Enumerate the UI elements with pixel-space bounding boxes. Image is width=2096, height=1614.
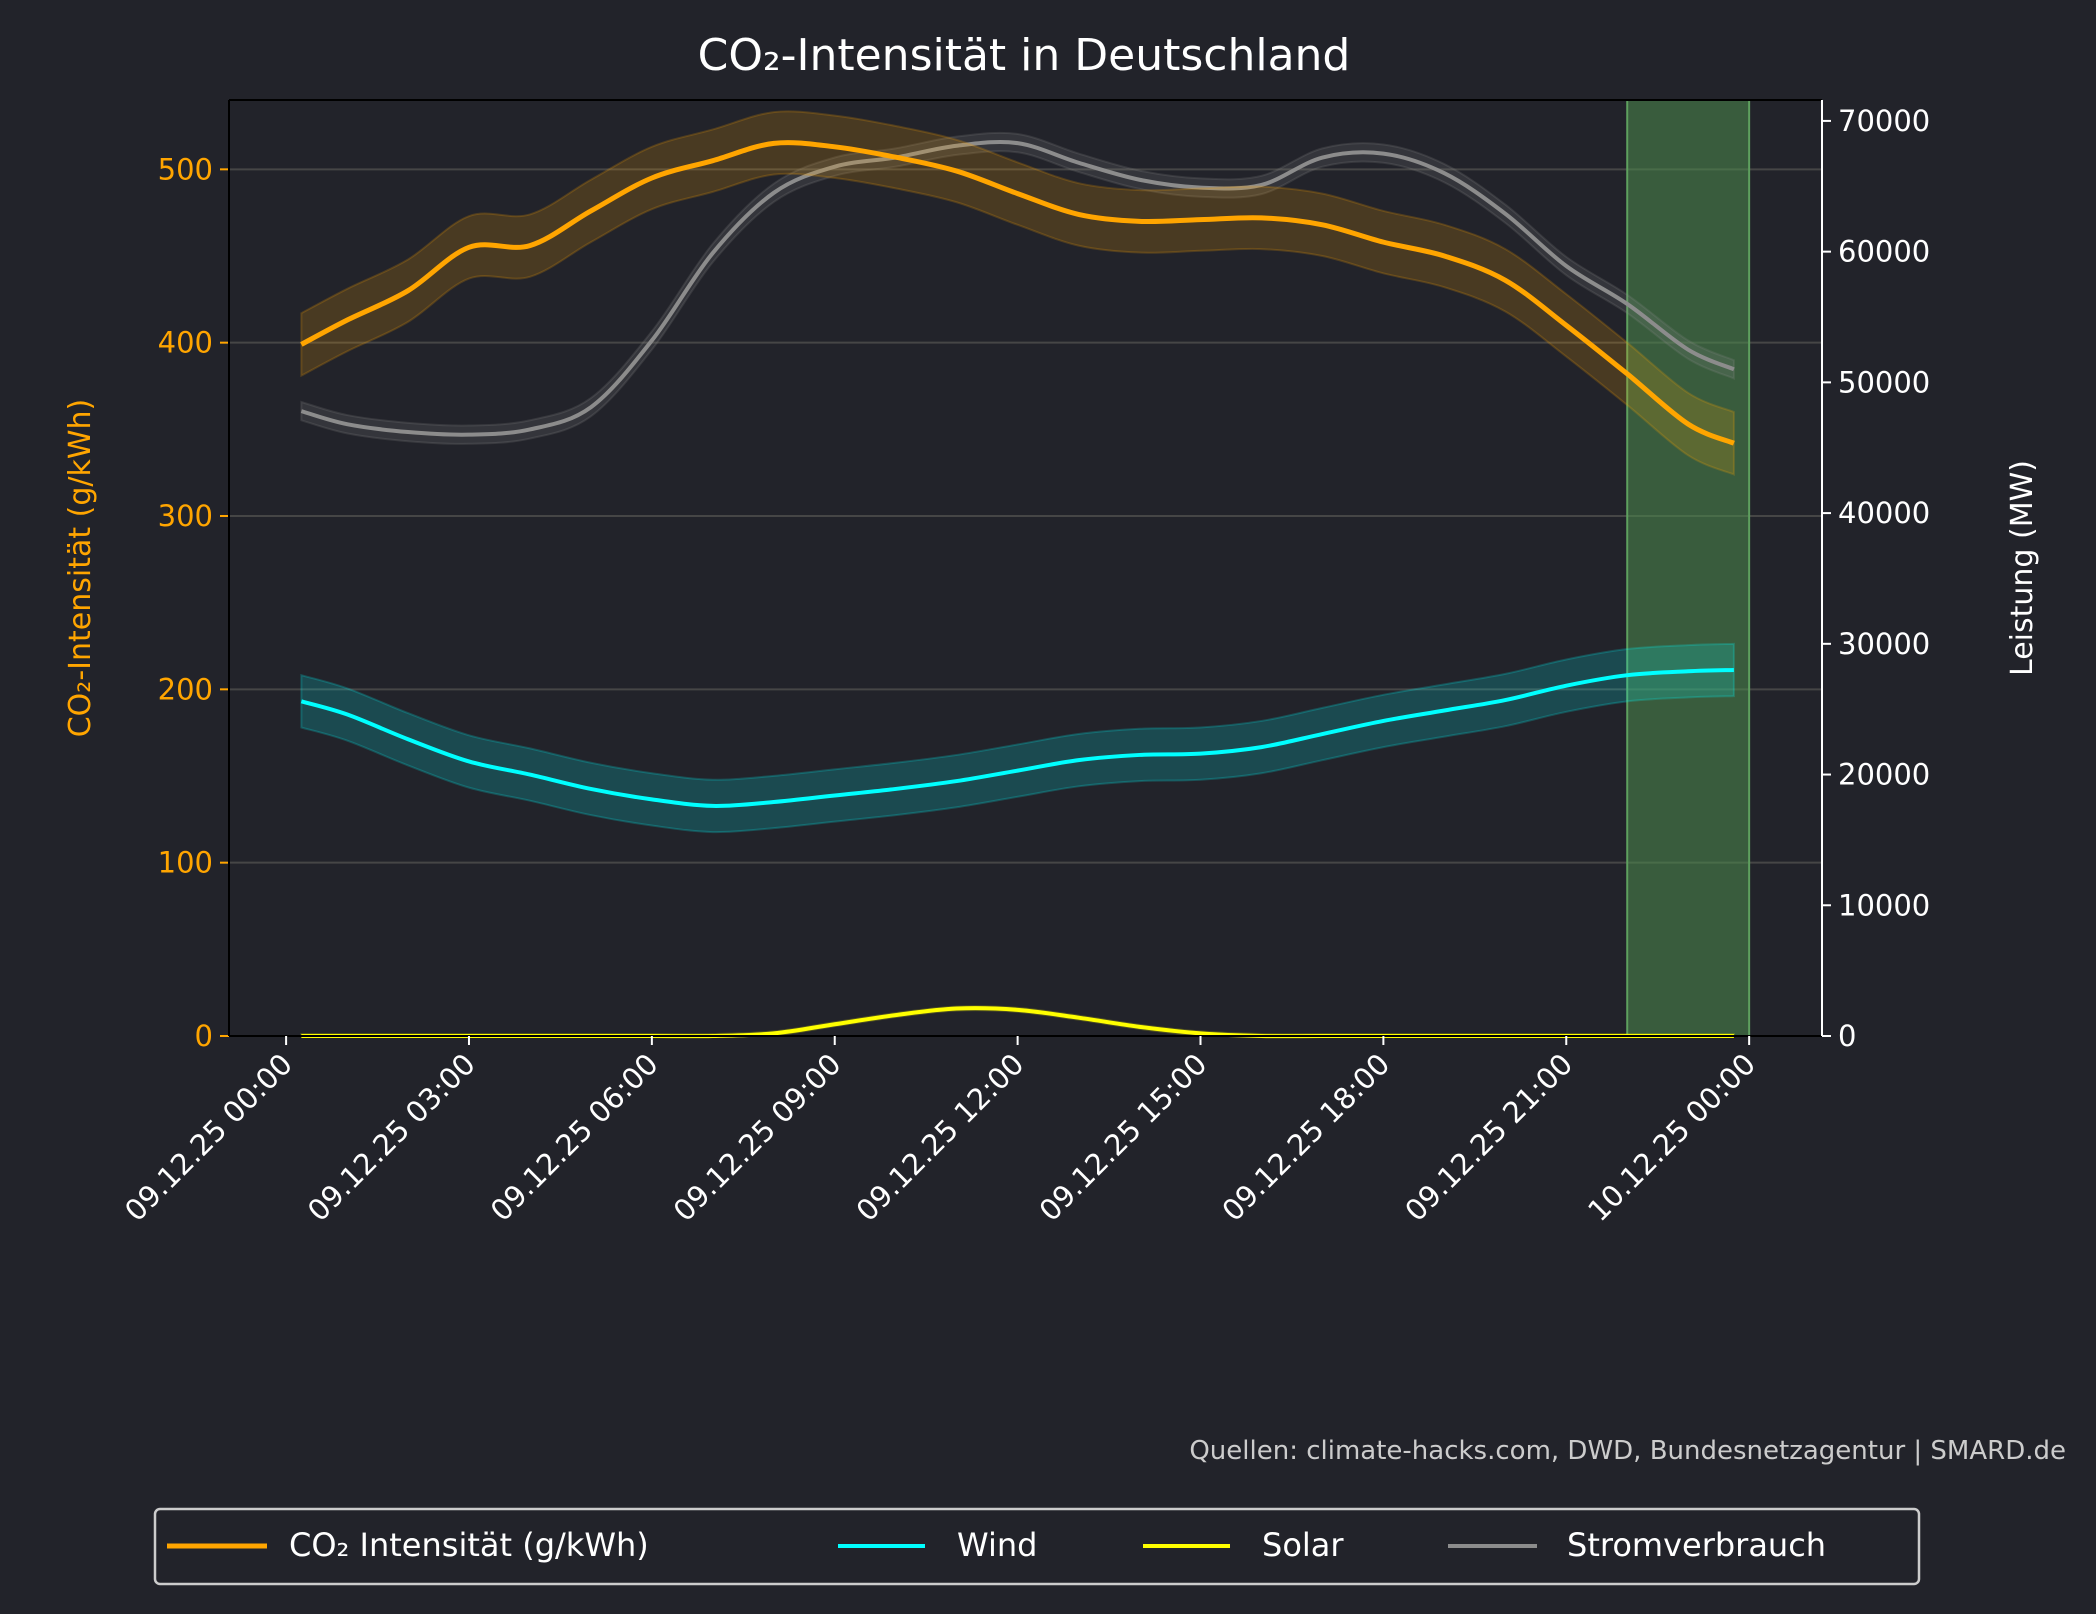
y-left-tick-label: 0	[195, 1019, 213, 1053]
line-wind	[300, 667, 1734, 808]
legend-label-solar: Solar	[1262, 1526, 1344, 1564]
band-load	[300, 131, 1735, 445]
chart-title: CO₂-Intensität in Deutschland	[698, 30, 1351, 81]
legend-label-co2: CO₂ Intensität (g/kWh)	[289, 1526, 649, 1564]
highlight-span	[1626, 99, 1751, 1037]
legend-label-wind: Wind	[957, 1526, 1037, 1564]
y-right-tick-label: 20000	[1838, 758, 1930, 792]
y-left-tick-label: 500	[158, 152, 213, 186]
y-right-tick-label: 10000	[1838, 888, 1930, 922]
legend-label-load: Stromverbrauch	[1567, 1526, 1826, 1564]
y-right-tick-label: 70000	[1838, 104, 1930, 138]
y-right-tick-label: 0	[1838, 1019, 1856, 1053]
y-axis-right-label: Leistung (MW)	[2005, 460, 2040, 676]
y-right-tick-label: 40000	[1838, 496, 1930, 530]
legend-frame	[153, 1507, 1921, 1586]
y-right-tick-label: 60000	[1838, 235, 1930, 269]
y-left-tick-label: 300	[158, 499, 213, 533]
y-left-tick-label: 400	[158, 326, 213, 360]
line-co2	[300, 140, 1735, 446]
line-load	[300, 140, 1735, 437]
y-left-tick-label: 100	[158, 846, 213, 880]
legend: CO₂ Intensität (g/kWh) Wind Solar Stromverb…	[153, 1507, 1921, 1586]
band-wind	[300, 642, 1735, 834]
y-right-tick-label: 50000	[1838, 365, 1930, 399]
y-axis-left-label: CO₂-Intensität (g/kWh)	[63, 399, 98, 738]
y-left-tick-label: 200	[158, 672, 213, 706]
source-note: Quellen: climate-hacks.com, DWD, Bundesn…	[1189, 1436, 2066, 1466]
y-right-tick-label: 30000	[1838, 627, 1930, 661]
band-co2	[300, 110, 1735, 476]
